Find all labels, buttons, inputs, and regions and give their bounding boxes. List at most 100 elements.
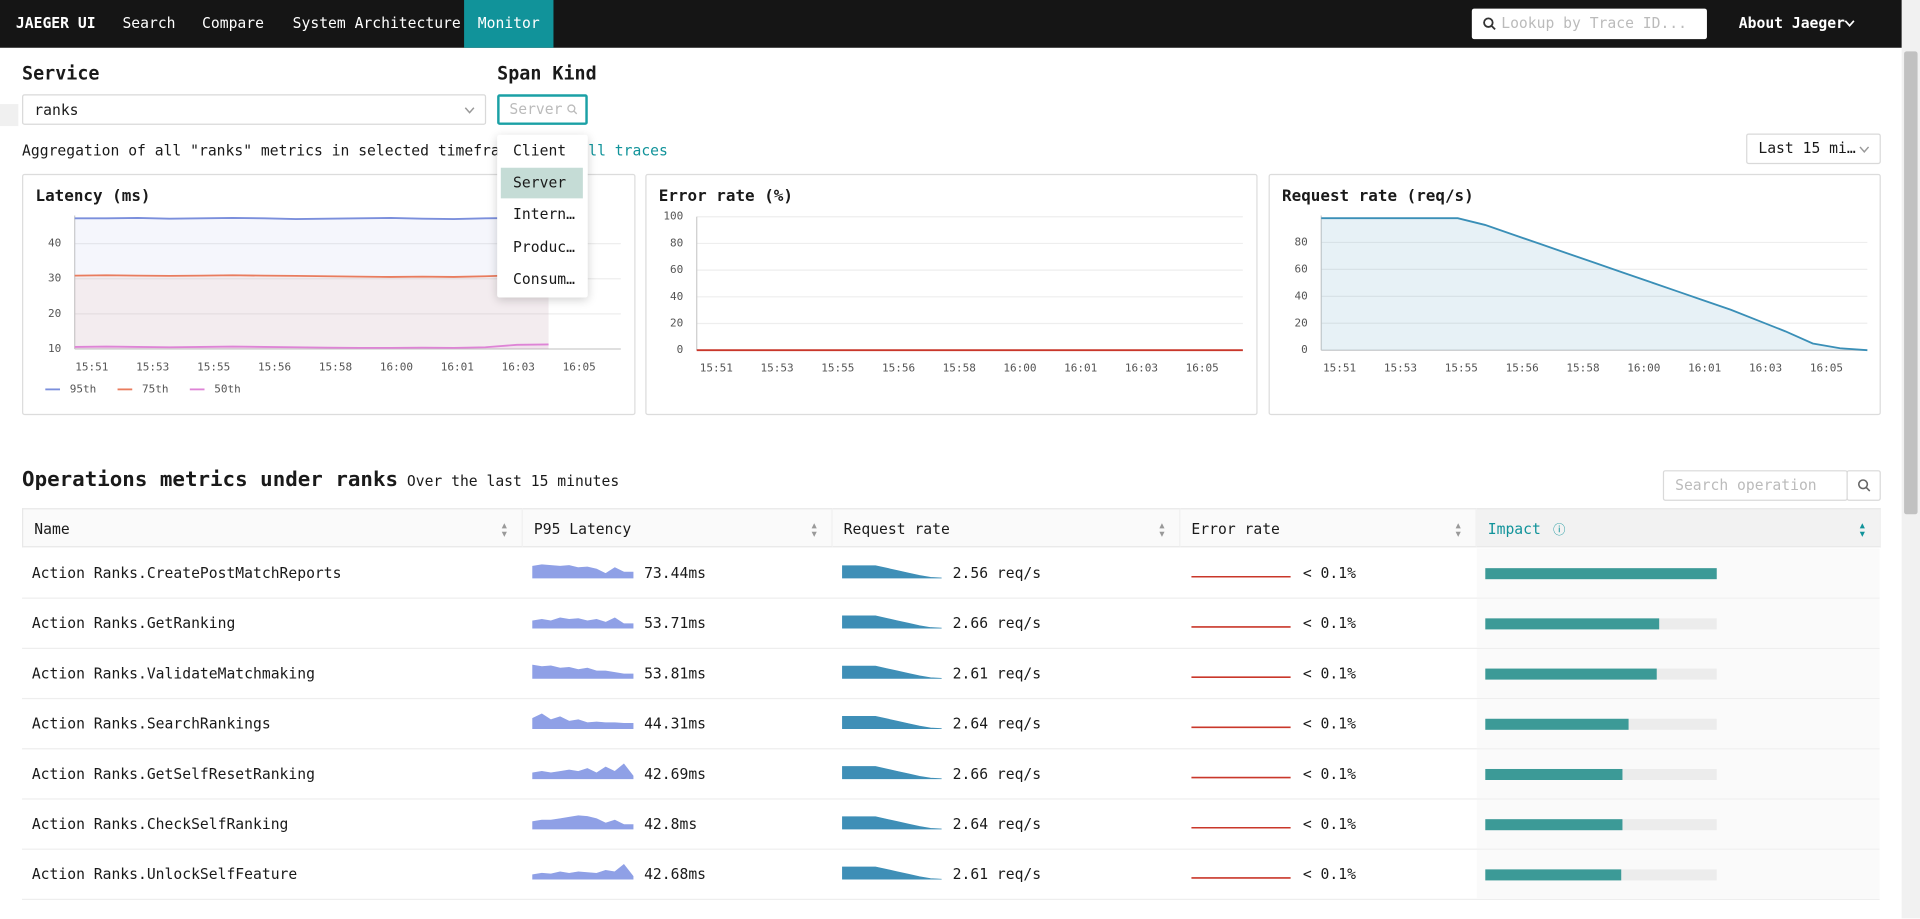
scrollbar-thumb bbox=[1904, 51, 1918, 515]
operation-name: Action Ranks.UnlockSelfFeature bbox=[31, 865, 298, 883]
service-value: ranks bbox=[34, 101, 79, 119]
span-kind-select[interactable]: Server bbox=[497, 94, 588, 125]
error-rate-value: < 0.1% bbox=[1302, 765, 1356, 783]
request-rate-value: 2.61 req/s bbox=[952, 664, 1042, 683]
operation-name: Action Ranks.CreatePostMatchReports bbox=[31, 564, 342, 582]
error-rate-value: < 0.1% bbox=[1302, 664, 1356, 683]
latency-value: 42.68ms bbox=[644, 865, 707, 883]
nav-architecture[interactable]: System Architecture bbox=[292, 14, 461, 32]
timeframe-select[interactable]: Last 15 mi… bbox=[1746, 133, 1881, 165]
operation-search-placeholder: Search operation bbox=[1675, 476, 1817, 494]
sort-caret: ▲ ▼ bbox=[811, 520, 817, 539]
span-kind-option[interactable]: Produc… bbox=[513, 238, 575, 256]
sort-caret: ▲ ▼ bbox=[1455, 520, 1461, 539]
nav-search[interactable]: Search bbox=[122, 14, 176, 32]
sort-caret: ▲ ▼ bbox=[1159, 520, 1165, 539]
span-kind-option[interactable]: Client bbox=[513, 142, 567, 160]
span-kind-dropdown: Client Server Intern… Produc… Consum… bbox=[497, 134, 588, 298]
impact-bar bbox=[1485, 668, 1657, 680]
span-kind-placeholder: Server bbox=[509, 100, 563, 118]
trace-search-placeholder: Lookup by Trace ID... bbox=[1501, 14, 1688, 32]
chart-title: Latency (ms) bbox=[35, 187, 151, 206]
chart-title: Error rate (%) bbox=[658, 187, 793, 206]
latency-value: 44.31ms bbox=[644, 715, 707, 733]
latency-value: 42.69ms bbox=[644, 765, 707, 783]
brand[interactable]: JAEGER UI bbox=[15, 14, 96, 32]
about-menu[interactable]: About Jaeger bbox=[1738, 14, 1845, 32]
nav-compare[interactable]: Compare bbox=[202, 14, 264, 32]
impact-bar bbox=[1485, 869, 1621, 881]
search-icon bbox=[1483, 17, 1496, 31]
operation-name: Action Ranks.ValidateMatchmaking bbox=[31, 664, 315, 683]
table-row[interactable]: Action Ranks.CheckSelfRanking 42.8ms 2.64 … bbox=[22, 799, 1880, 850]
operation-name: Action Ranks.GetRanking bbox=[31, 614, 236, 632]
operation-search[interactable]: Search operation bbox=[1662, 470, 1848, 501]
error-rate-value: < 0.1% bbox=[1302, 815, 1356, 833]
span-kind-option[interactable]: Server bbox=[500, 167, 583, 199]
latency-value: 53.71ms bbox=[644, 614, 707, 632]
nav-monitor[interactable]: Monitor bbox=[464, 0, 554, 48]
summary-text: Aggregation of all "ranks" metrics in se… bbox=[22, 142, 527, 160]
operation-name: Action Ranks.CheckSelfRanking bbox=[31, 815, 289, 833]
service-label: Service bbox=[22, 62, 100, 85]
span-kind-option[interactable]: Consum… bbox=[513, 270, 575, 288]
column-title: P95 Latency bbox=[533, 520, 632, 538]
latency-value: 73.44ms bbox=[644, 564, 707, 582]
latency-value: 42.8ms bbox=[644, 815, 698, 833]
column-header[interactable]: Error rate ▲ ▼ bbox=[1180, 508, 1477, 548]
column-title: Request rate bbox=[843, 520, 950, 538]
column-header[interactable]: Request rate ▲ ▼ bbox=[832, 508, 1181, 548]
timeframe-value: Last 15 mi… bbox=[1758, 139, 1856, 157]
span-kind-label: Span Kind bbox=[497, 62, 597, 85]
table-row[interactable]: Action Ranks.UnlockSelfFeature 42.68ms 2.6… bbox=[22, 849, 1880, 900]
search-icon bbox=[1857, 479, 1871, 492]
column-header[interactable]: P95 Latency ▲ ▼ bbox=[522, 508, 833, 548]
request-rate-value: 2.64 req/s bbox=[952, 715, 1042, 733]
error-panel: Error rate (%) bbox=[645, 173, 1258, 416]
impact-bar bbox=[1485, 568, 1717, 580]
column-header[interactable]: Impact ⓘ ▲ ▼ bbox=[1476, 508, 1881, 548]
error-rate-value: < 0.1% bbox=[1302, 564, 1356, 582]
operation-name: Action Ranks.SearchRankings bbox=[31, 715, 271, 733]
impact-bar bbox=[1485, 768, 1624, 780]
sort-caret: ▲ ▼ bbox=[1859, 520, 1865, 539]
info-icon: ⓘ bbox=[1553, 524, 1566, 538]
timeframe-chevron bbox=[1859, 146, 1870, 153]
request-rate-value: 2.56 req/s bbox=[952, 564, 1042, 582]
operation-search-button[interactable] bbox=[1846, 470, 1881, 501]
span-kind-search-icon bbox=[567, 104, 578, 115]
column-title: Impact bbox=[1487, 520, 1541, 538]
impact-bar bbox=[1485, 819, 1624, 831]
request-rate-value: 2.66 req/s bbox=[952, 765, 1042, 783]
error-rate-value: < 0.1% bbox=[1302, 715, 1356, 733]
table-row[interactable]: Action Ranks.GetRanking 53.71ms 2.66 req/s… bbox=[22, 598, 1880, 649]
error-rate-value: < 0.1% bbox=[1302, 614, 1356, 632]
scrollbar bbox=[1901, 0, 1920, 919]
column-title: Name bbox=[34, 520, 70, 538]
request-rate-value: 2.64 req/s bbox=[952, 815, 1042, 833]
table-row[interactable]: Action Ranks.SearchRankings 44.31ms 2.64 r… bbox=[22, 699, 1880, 750]
error-rate-value: < 0.1% bbox=[1302, 865, 1356, 883]
span-kind-option[interactable]: Intern… bbox=[513, 206, 575, 224]
column-title: Error rate bbox=[1191, 520, 1280, 538]
nav-bar: JAEGER UI Search Compare System Architec… bbox=[0, 0, 1920, 48]
operations-heading: Operations metrics under ranks Over the … bbox=[22, 468, 619, 492]
latency-value: 53.81ms bbox=[644, 664, 707, 683]
impact-bar bbox=[1485, 718, 1629, 730]
about-chevron bbox=[1844, 20, 1855, 28]
service-select[interactable]: ranks bbox=[22, 94, 487, 125]
sort-caret: ▲ ▼ bbox=[501, 520, 507, 539]
request-rate-value: 2.61 req/s bbox=[952, 865, 1042, 883]
request-panel: Request rate (req/s) bbox=[1268, 173, 1881, 416]
table-row[interactable]: Action Ranks.ValidateMatchmaking 53.81ms 2… bbox=[22, 648, 1880, 700]
table-row[interactable]: Action Ranks.GetSelfResetRanking 42.69ms 2… bbox=[22, 749, 1880, 800]
request-rate-value: 2.66 req/s bbox=[952, 614, 1042, 632]
impact-bar bbox=[1485, 618, 1659, 630]
trace-search[interactable]: Lookup by Trace ID... bbox=[1471, 8, 1707, 40]
chart-title: Request rate (req/s) bbox=[1282, 187, 1474, 206]
column-header[interactable]: Name ▲ ▼ bbox=[22, 508, 523, 548]
side-tab bbox=[0, 104, 19, 127]
operations-title: Operations metrics under ranks bbox=[22, 467, 399, 493]
table-row[interactable]: Action Ranks.CreatePostMatchReports 73.44… bbox=[22, 548, 1880, 599]
